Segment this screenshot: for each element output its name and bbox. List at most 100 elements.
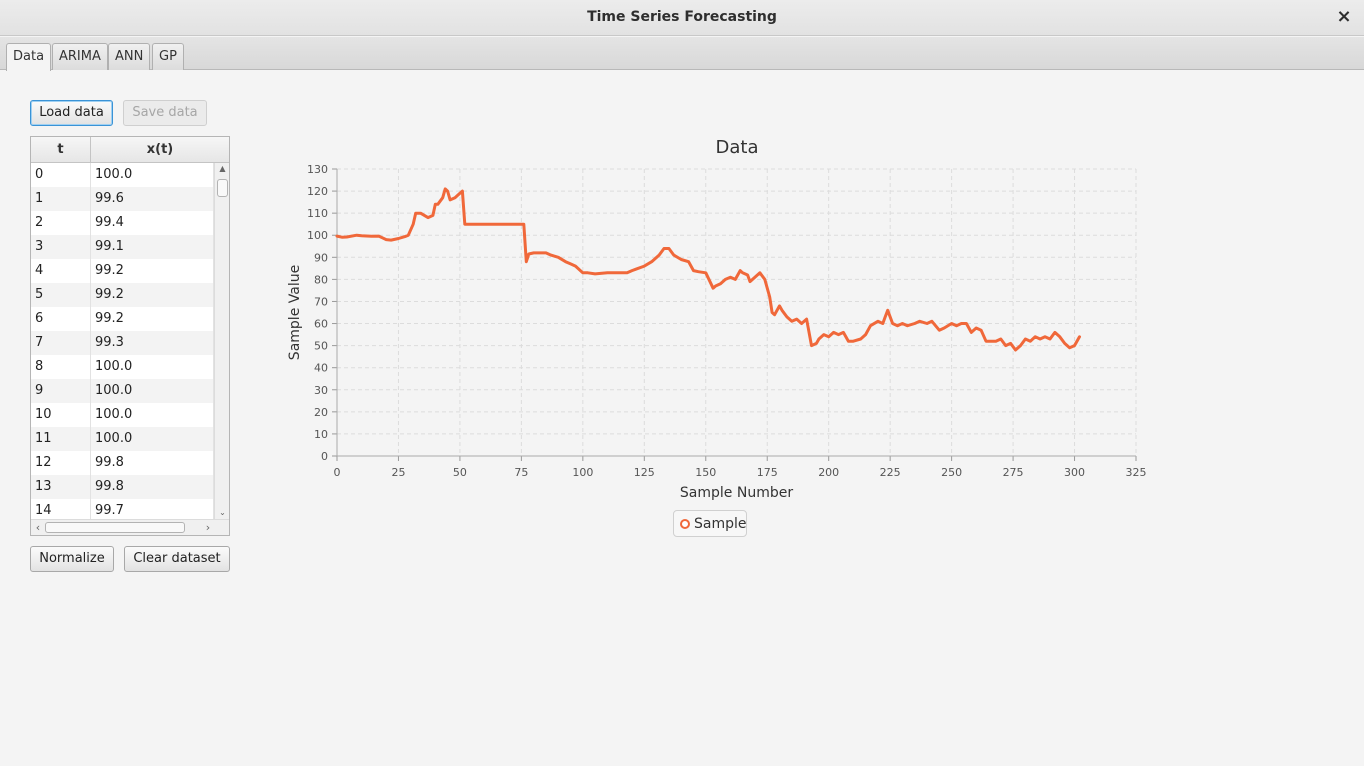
- table-row[interactable]: 0 100.0: [31, 163, 214, 187]
- cell-xt: 99.8: [91, 451, 214, 475]
- table-row[interactable]: 5 99.2: [31, 283, 214, 307]
- y-tick-label: 10: [314, 428, 328, 441]
- x-tick-label: 100: [572, 466, 593, 479]
- cell-t: 13: [31, 475, 91, 499]
- vertical-scrollbar[interactable]: ▲ ⌄: [214, 163, 229, 519]
- y-tick-label: 0: [321, 450, 328, 463]
- y-tick-label: 90: [314, 251, 328, 264]
- x-tick-label: 150: [695, 466, 716, 479]
- cell-xt: 99.6: [91, 187, 214, 211]
- clear-dataset-button[interactable]: Clear dataset: [124, 546, 230, 572]
- normalize-button[interactable]: Normalize: [30, 546, 114, 572]
- cell-t: 5: [31, 283, 91, 307]
- legend-marker-icon: [680, 519, 690, 529]
- horizontal-scrollbar[interactable]: ‹ ›: [31, 519, 229, 535]
- x-tick-label: 225: [880, 466, 901, 479]
- y-tick-label: 130: [307, 163, 328, 176]
- table-row[interactable]: 10 100.0: [31, 403, 214, 427]
- cell-t: 0: [31, 163, 91, 187]
- cell-t: 3: [31, 235, 91, 259]
- y-tick-label: 60: [314, 318, 328, 331]
- cell-xt: 99.8: [91, 475, 214, 499]
- table-row[interactable]: 13 99.8: [31, 475, 214, 499]
- chart-legend: Sample: [673, 510, 747, 537]
- table-row[interactable]: 11 100.0: [31, 427, 214, 451]
- tab-ann[interactable]: ANN: [108, 43, 151, 70]
- table-header: t x(t): [31, 137, 229, 163]
- scroll-left-icon[interactable]: ‹: [35, 521, 41, 534]
- scroll-up-icon[interactable]: ▲: [219, 164, 226, 173]
- cell-xt: 99.2: [91, 283, 214, 307]
- cell-t: 1: [31, 187, 91, 211]
- x-tick-label: 300: [1064, 466, 1085, 479]
- close-icon[interactable]: ×: [1336, 6, 1352, 27]
- column-header-xt[interactable]: x(t): [146, 142, 174, 157]
- scroll-down-icon[interactable]: ⌄: [219, 508, 226, 517]
- y-tick-label: 20: [314, 406, 328, 419]
- chart-title: Data: [715, 137, 759, 158]
- y-tick-label: 100: [307, 229, 328, 242]
- cell-xt: 99.2: [91, 259, 214, 283]
- cell-xt: 99.4: [91, 211, 214, 235]
- legend-label-sample: Sample: [694, 516, 747, 532]
- cell-xt: 99.3: [91, 331, 214, 355]
- cell-t: 12: [31, 451, 91, 475]
- y-tick-label: 110: [307, 207, 328, 220]
- y-tick-label: 70: [314, 295, 328, 308]
- cell-t: 14: [31, 499, 91, 523]
- x-tick-label: 325: [1126, 466, 1147, 479]
- y-tick-label: 40: [314, 362, 328, 375]
- table-row[interactable]: 6 99.2: [31, 307, 214, 331]
- window-title: Time Series Forecasting: [587, 9, 777, 25]
- x-tick-label: 125: [634, 466, 655, 479]
- tab-arima[interactable]: ARIMA: [52, 43, 108, 70]
- table-row[interactable]: 4 99.2: [31, 259, 214, 283]
- cell-t: 2: [31, 211, 91, 235]
- tab-data[interactable]: Data: [6, 43, 52, 71]
- save-data-button[interactable]: Save data: [123, 100, 207, 126]
- cell-xt: 100.0: [91, 355, 214, 379]
- cell-t: 8: [31, 355, 91, 379]
- window-titlebar: Time Series Forecasting ×: [0, 0, 1364, 36]
- horizontal-scroll-thumb[interactable]: [45, 522, 185, 533]
- table-row[interactable]: 7 99.3: [31, 331, 214, 355]
- table-row[interactable]: 3 99.1: [31, 235, 214, 259]
- column-header-t[interactable]: t: [31, 137, 91, 163]
- table-row[interactable]: 8 100.0: [31, 355, 214, 379]
- cell-t: 6: [31, 307, 91, 331]
- x-tick-label: 75: [514, 466, 528, 479]
- x-tick-label: 50: [453, 466, 467, 479]
- x-axis-label: Sample Number: [680, 485, 793, 501]
- scroll-right-icon[interactable]: ›: [205, 521, 211, 534]
- table-body: 0 100.0 1 99.6 2 99.4 3 99.1 4 99.2 5 99.2 6 99.2 7 99.…: [31, 163, 214, 523]
- x-tick-label: 275: [1003, 466, 1024, 479]
- y-tick-label: 80: [314, 273, 328, 286]
- x-tick-label: 175: [757, 466, 778, 479]
- table-row[interactable]: 12 99.8: [31, 451, 214, 475]
- cell-xt: 100.0: [91, 427, 214, 451]
- table-row[interactable]: 14 99.7: [31, 499, 214, 523]
- cell-xt: 100.0: [91, 379, 214, 403]
- plot-area: [337, 169, 1136, 456]
- cell-xt: 99.7: [91, 499, 214, 523]
- table-row[interactable]: 2 99.4: [31, 211, 214, 235]
- table-row[interactable]: 9 100.0: [31, 379, 214, 403]
- cell-t: 4: [31, 259, 91, 283]
- vertical-scroll-thumb[interactable]: [217, 179, 228, 197]
- cell-xt: 100.0: [91, 163, 214, 187]
- tab-bar: Data ARIMA ANN GP: [0, 37, 1364, 71]
- cell-xt: 100.0: [91, 403, 214, 427]
- x-tick-label: 0: [334, 466, 341, 479]
- y-tick-label: 50: [314, 340, 328, 353]
- cell-xt: 99.2: [91, 307, 214, 331]
- load-data-button[interactable]: Load data: [30, 100, 113, 126]
- cell-t: 11: [31, 427, 91, 451]
- y-axis-label: Sample Value: [287, 265, 303, 360]
- data-table: t x(t) 0 100.0 1 99.6 2 99.4 3 99.1 4 99.2 5 99.2 6 9…: [30, 136, 230, 536]
- x-tick-label: 200: [818, 466, 839, 479]
- cell-t: 9: [31, 379, 91, 403]
- table-row[interactable]: 1 99.6: [31, 187, 214, 211]
- x-tick-label: 25: [391, 466, 405, 479]
- tab-gp[interactable]: GP: [152, 43, 184, 70]
